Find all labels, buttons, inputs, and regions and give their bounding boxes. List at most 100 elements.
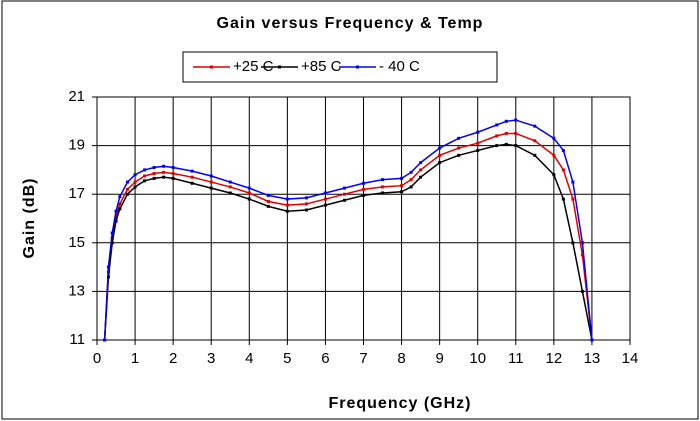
point-marker bbox=[552, 153, 556, 157]
point-marker bbox=[533, 124, 537, 128]
point-marker bbox=[152, 176, 156, 180]
point-marker bbox=[381, 191, 385, 195]
point-marker bbox=[110, 241, 114, 245]
point-marker bbox=[125, 187, 129, 191]
point-marker bbox=[438, 146, 442, 150]
point-marker bbox=[400, 176, 404, 180]
point-marker bbox=[171, 176, 175, 180]
x-tick-label: 11 bbox=[508, 350, 524, 367]
x-tick-label: 13 bbox=[584, 350, 601, 367]
point-marker bbox=[118, 195, 122, 199]
point-marker bbox=[266, 199, 270, 203]
point-marker bbox=[495, 144, 499, 148]
point-marker bbox=[247, 186, 251, 190]
point-marker bbox=[476, 130, 480, 134]
point-marker bbox=[476, 148, 480, 152]
point-marker bbox=[533, 139, 537, 143]
point-marker bbox=[362, 181, 365, 185]
point-marker bbox=[114, 219, 118, 223]
point-marker bbox=[118, 207, 122, 211]
point-marker bbox=[110, 231, 114, 235]
point-marker bbox=[419, 168, 423, 172]
point-marker bbox=[125, 192, 129, 196]
point-marker bbox=[552, 173, 556, 177]
point-marker bbox=[504, 131, 508, 135]
point-marker bbox=[495, 123, 499, 127]
point-marker bbox=[171, 165, 175, 169]
point-marker bbox=[266, 193, 270, 197]
point-marker bbox=[228, 185, 232, 189]
point-marker bbox=[125, 180, 129, 184]
legend-label: +85 C bbox=[301, 58, 342, 75]
point-marker bbox=[114, 209, 118, 213]
point-marker bbox=[190, 175, 194, 179]
point-marker bbox=[143, 168, 147, 172]
point-marker bbox=[106, 265, 110, 269]
point-marker bbox=[438, 153, 442, 157]
point-marker bbox=[247, 191, 251, 195]
legend-label: - 40 C bbox=[379, 58, 420, 75]
point-marker bbox=[514, 131, 518, 135]
point-marker bbox=[304, 196, 308, 200]
point-marker bbox=[342, 198, 346, 202]
legend-label: +25 C bbox=[233, 58, 274, 75]
point-marker bbox=[590, 338, 594, 342]
point-marker bbox=[162, 170, 166, 174]
point-marker bbox=[190, 169, 194, 173]
point-marker bbox=[571, 197, 575, 201]
x-tick-label: 12 bbox=[546, 350, 563, 367]
x-tick-label: 8 bbox=[397, 350, 405, 367]
x-tick-label: 5 bbox=[283, 350, 291, 367]
point-marker bbox=[571, 180, 575, 184]
x-tick-label: 10 bbox=[469, 350, 486, 367]
point-marker bbox=[362, 193, 365, 197]
point-marker bbox=[133, 173, 137, 177]
x-tick-label: 7 bbox=[359, 350, 367, 367]
point-marker bbox=[561, 168, 565, 172]
legend-marker bbox=[356, 65, 359, 69]
point-marker bbox=[504, 119, 508, 123]
x-axis-label: Frequency (GHz) bbox=[328, 395, 471, 412]
x-tick-label: 9 bbox=[435, 350, 443, 367]
x-tick-label: 3 bbox=[207, 350, 215, 367]
point-marker bbox=[266, 204, 270, 208]
x-tick-label: 0 bbox=[93, 350, 101, 367]
point-marker bbox=[209, 174, 213, 178]
point-marker bbox=[409, 185, 413, 189]
point-marker bbox=[133, 180, 137, 184]
point-marker bbox=[495, 134, 499, 138]
point-marker bbox=[162, 164, 166, 168]
point-marker bbox=[533, 153, 537, 157]
point-marker bbox=[143, 174, 147, 178]
point-marker bbox=[419, 175, 423, 179]
point-marker bbox=[323, 197, 327, 201]
point-marker bbox=[323, 203, 327, 207]
y-tick-label: 13 bbox=[68, 282, 85, 299]
point-marker bbox=[409, 170, 413, 174]
y-tick-label: 11 bbox=[69, 331, 85, 348]
point-marker bbox=[580, 241, 584, 245]
point-marker bbox=[228, 191, 232, 195]
point-marker bbox=[381, 185, 385, 189]
point-marker bbox=[580, 253, 584, 257]
y-tick-label: 19 bbox=[68, 137, 85, 154]
point-marker bbox=[304, 208, 308, 212]
point-marker bbox=[190, 181, 194, 185]
point-marker bbox=[400, 190, 404, 194]
point-marker bbox=[342, 192, 346, 196]
legend-marker bbox=[210, 65, 213, 69]
chart-title: Gain versus Frequency & Temp bbox=[217, 15, 484, 32]
point-marker bbox=[561, 148, 565, 152]
point-marker bbox=[561, 197, 565, 201]
point-marker bbox=[285, 209, 289, 213]
point-marker bbox=[419, 161, 423, 165]
point-marker bbox=[152, 172, 156, 176]
point-marker bbox=[580, 289, 584, 293]
y-tick-label: 17 bbox=[68, 185, 85, 202]
point-marker bbox=[143, 179, 147, 183]
point-marker bbox=[457, 136, 461, 140]
x-tick-label: 1 bbox=[131, 350, 139, 367]
point-marker bbox=[162, 175, 166, 179]
point-marker bbox=[247, 197, 251, 201]
point-marker bbox=[152, 165, 156, 169]
